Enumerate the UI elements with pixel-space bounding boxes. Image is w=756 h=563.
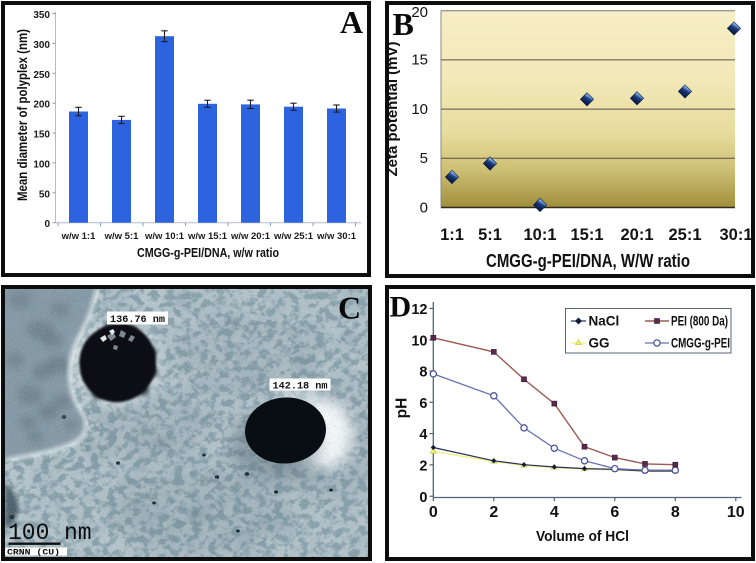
svg-text:4: 4 — [550, 504, 559, 521]
svg-text:20: 20 — [411, 5, 428, 21]
svg-text:15: 15 — [411, 52, 428, 69]
svg-text:8: 8 — [419, 365, 427, 381]
svg-text:0: 0 — [429, 504, 438, 521]
svg-text:B: B — [393, 6, 414, 42]
svg-text:5: 5 — [420, 150, 428, 167]
svg-text:6: 6 — [610, 504, 619, 521]
svg-text:2: 2 — [489, 504, 498, 521]
svg-text:w/w 5:1: w/w 5:1 — [104, 231, 140, 242]
svg-text:w/w 1:1: w/w 1:1 — [61, 231, 97, 242]
svg-text:25:1: 25:1 — [668, 226, 701, 244]
svg-text:Volume of HCl: Volume of HCl — [536, 528, 629, 545]
svg-text:100: 100 — [33, 159, 50, 170]
svg-text:136.76 nm: 136.76 nm — [110, 314, 165, 326]
svg-text:2: 2 — [419, 459, 427, 475]
svg-text:10: 10 — [727, 504, 745, 521]
svg-text:Mean diameter of polyplex (nm): Mean diameter of polyplex (nm) — [14, 29, 30, 201]
svg-text:CMGG-g-PEI/DNA, w/w ratio: CMGG-g-PEI/DNA, w/w ratio — [137, 245, 279, 260]
svg-text:w/w 30:1: w/w 30:1 — [316, 231, 357, 242]
svg-text:w/w 20:1: w/w 20:1 — [230, 231, 271, 242]
svg-text:100: 100 — [8, 520, 49, 546]
svg-text:Zeta potential (mV): Zeta potential (mV) — [389, 42, 401, 177]
svg-text:A: A — [340, 5, 363, 40]
svg-text:w/w 10:1: w/w 10:1 — [144, 231, 185, 242]
svg-text:C: C — [338, 290, 361, 326]
svg-text:10: 10 — [411, 101, 428, 118]
svg-text:NaCl: NaCl — [589, 314, 620, 329]
svg-text:250: 250 — [33, 70, 50, 81]
svg-text:PEI (800 Da): PEI (800 Da) — [671, 314, 728, 329]
svg-text:12: 12 — [411, 302, 427, 318]
svg-text:300: 300 — [33, 40, 50, 51]
svg-text:10: 10 — [411, 333, 427, 349]
svg-text:nm: nm — [64, 520, 92, 546]
svg-text:200: 200 — [33, 100, 50, 111]
svg-text:1:1: 1:1 — [440, 226, 464, 244]
svg-text:6: 6 — [419, 396, 427, 412]
svg-text:5:1: 5:1 — [478, 226, 502, 244]
svg-text:w/w 15:1: w/w 15:1 — [187, 231, 228, 242]
svg-text:30:1: 30:1 — [719, 226, 752, 244]
svg-text:GG: GG — [589, 336, 610, 351]
svg-text:4: 4 — [419, 427, 427, 443]
svg-text:20:1: 20:1 — [620, 226, 653, 244]
svg-text:CMGG-g-PEI/DNA, W/W ratio: CMGG-g-PEI/DNA, W/W ratio — [486, 251, 690, 271]
svg-text:pH: pH — [394, 398, 411, 419]
svg-text:15:1: 15:1 — [570, 226, 603, 244]
svg-text:0: 0 — [420, 199, 428, 216]
svg-text:142.18 nm: 142.18 nm — [273, 380, 328, 392]
svg-text:350: 350 — [33, 10, 50, 21]
svg-text:CMGG-g-PEI: CMGG-g-PEI — [671, 336, 730, 351]
svg-text:0: 0 — [44, 219, 50, 230]
svg-text:150: 150 — [33, 130, 50, 141]
svg-text:D: D — [390, 291, 412, 324]
svg-text:CRNN (CU): CRNN (CU) — [7, 547, 60, 557]
svg-text:0: 0 — [419, 490, 427, 506]
svg-text:10:1: 10:1 — [523, 226, 556, 244]
svg-text:50: 50 — [39, 189, 51, 200]
svg-text:8: 8 — [671, 504, 680, 521]
svg-text:w/w 25:1: w/w 25:1 — [273, 231, 314, 242]
